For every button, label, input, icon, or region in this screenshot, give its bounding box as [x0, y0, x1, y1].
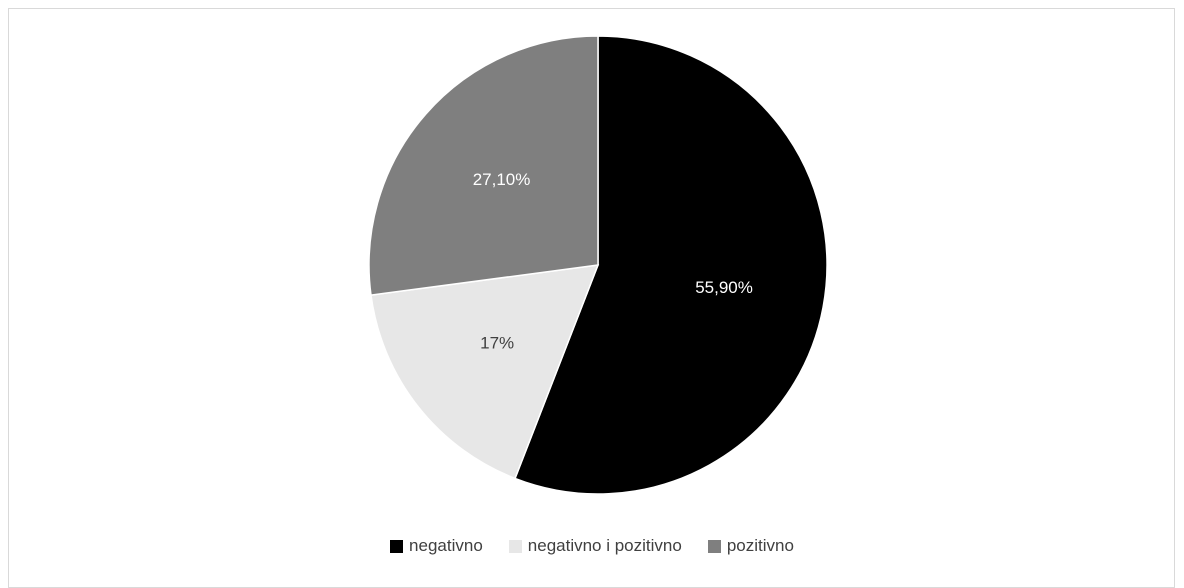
- legend-label-negativno: negativno: [409, 536, 483, 555]
- legend-swatch-negativno-i-pozitivno: [508, 539, 522, 553]
- slice-label-pozitivno: 27,10%: [473, 170, 531, 189]
- pie-slice-negativno-i-pozitivno: [370, 264, 600, 480]
- legend-item-negativno-i-pozitivno: negativno i pozitivno: [508, 536, 682, 556]
- legend-label-pozitivno: pozitivno: [726, 536, 794, 555]
- slice-label-negativno-i-pozitivno: 17%: [480, 334, 514, 353]
- legend: negativno negativno i pozitivno pozitivn…: [0, 533, 1184, 559]
- legend-item-pozitivno: pozitivno: [707, 536, 794, 556]
- legend-swatch-negativno: [390, 539, 404, 553]
- pie-chart: 55,90% 17% 27,10%: [368, 35, 828, 495]
- pie-slice-pozitivno: [368, 35, 599, 296]
- legend-swatch-pozitivno: [707, 539, 721, 553]
- legend-label-negativno-i-pozitivno: negativno i pozitivno: [527, 536, 682, 555]
- legend-item-negativno: negativno: [390, 536, 483, 556]
- pie-slice-negativno: [514, 35, 828, 495]
- slice-label-negativno: 55,90%: [695, 278, 753, 297]
